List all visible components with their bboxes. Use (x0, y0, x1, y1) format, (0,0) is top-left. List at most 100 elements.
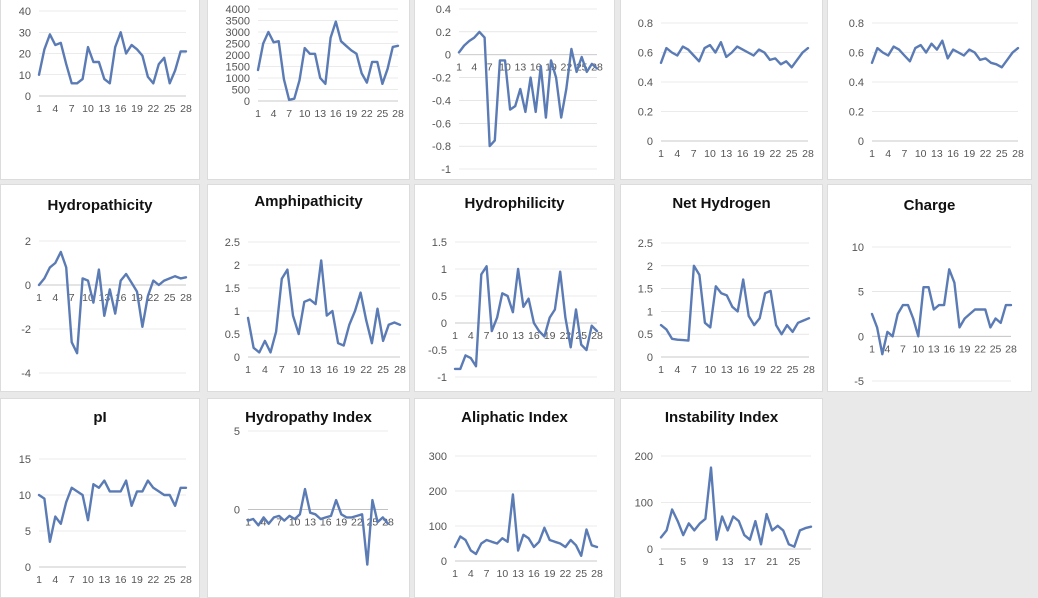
x-tick-label: 16 (943, 343, 955, 355)
chart-panel: pI 0 5 10 15 1 4 7 10 13 16 19 22 25 28 (0, 398, 200, 598)
data-point (957, 51, 960, 54)
series-line (37, 250, 188, 355)
data-point (802, 319, 805, 322)
data-point (720, 292, 723, 295)
series-line (659, 466, 813, 548)
data-point (1017, 47, 1019, 49)
data-point (146, 479, 149, 482)
y-tick-label: 0.4 (849, 77, 864, 89)
y-tick-label: 40 (19, 6, 31, 18)
x-tick-label: 25 (164, 103, 176, 115)
x-tick-label: 13 (512, 330, 524, 342)
data-point (350, 49, 353, 52)
y-tick-label: 0.8 (849, 18, 864, 30)
data-point (92, 301, 95, 304)
data-point (575, 70, 578, 73)
x-tick-label: 1 (869, 343, 875, 355)
data-point (580, 554, 583, 557)
data-point (286, 268, 289, 271)
series-line (870, 39, 1020, 69)
x-tick-label: 1 (452, 330, 458, 342)
data-point (399, 323, 401, 326)
data-point (753, 324, 756, 326)
data-point (288, 514, 291, 517)
chart-title: pI (93, 409, 107, 426)
data-point (698, 522, 701, 525)
data-point (262, 516, 265, 519)
data-point (539, 65, 542, 68)
x-tick-label: 13 (98, 103, 110, 115)
data-point (179, 50, 182, 53)
data-point (397, 44, 399, 47)
data-point (665, 529, 668, 532)
data-point (501, 537, 504, 540)
data-point (973, 51, 976, 54)
y-tick-label: 0 (441, 556, 447, 568)
x-tick-label: 22 (361, 108, 373, 120)
data-point (114, 46, 117, 49)
series-line (37, 479, 188, 544)
data-point (114, 490, 117, 493)
chart-panel: Net Hydrogen 0 0.5 1 1.5 2 2.5 1 4 7 10 13 16 19 22 25 2… (620, 184, 823, 392)
y-tick-label: -0.5 (428, 345, 447, 357)
data-point (585, 70, 588, 73)
data-point (298, 79, 301, 82)
x-tick-label: 22 (351, 517, 363, 529)
data-point (764, 292, 767, 295)
data-point (754, 520, 757, 522)
data-point (130, 281, 133, 284)
data-point (480, 542, 483, 545)
data-point (565, 88, 568, 90)
x-tick-label: 25 (575, 568, 587, 580)
x-tick-label: 28 (394, 364, 406, 376)
data-point (493, 139, 496, 142)
data-point (698, 60, 701, 63)
x-tick-label: 13 (314, 108, 326, 120)
y-tick-label: 1.5 (432, 237, 447, 249)
data-point (946, 57, 949, 60)
data-point (469, 549, 472, 552)
data-point (108, 288, 111, 291)
data-point (459, 368, 462, 370)
data-point (92, 483, 95, 486)
data-point (108, 490, 111, 493)
y-tick-label: 1.5 (638, 284, 653, 296)
x-tick-label: 1 (245, 364, 251, 376)
data-point (801, 51, 804, 54)
data-point (692, 54, 695, 57)
data-point (292, 314, 294, 317)
data-point (475, 553, 477, 555)
x-tick-label: 22 (560, 62, 572, 74)
data-point (119, 31, 122, 34)
data-point (92, 61, 95, 63)
data-point (898, 48, 900, 51)
data-point (483, 36, 486, 39)
data-point (48, 33, 51, 36)
data-point (569, 346, 572, 349)
data-point (693, 529, 696, 532)
data-point (1006, 58, 1009, 61)
data-point (108, 82, 111, 85)
x-tick-label: 4 (674, 148, 680, 160)
data-point (325, 314, 328, 317)
data-point (917, 335, 920, 338)
data-point (469, 357, 472, 359)
chart-panel: -1 -0.8 -0.6 -0.4 -0.2 0 0.2 0.4 1 4 7 10 13 16 19 22 25… (414, 0, 615, 180)
chart-panel: Hydropathicity -4 -2 0 2 1 4 7 10 13 16 19 22 25 28 (0, 184, 200, 392)
data-point (174, 504, 177, 507)
data-point (298, 513, 301, 516)
data-point (324, 516, 327, 519)
data-point (340, 513, 343, 516)
data-point (747, 315, 750, 317)
data-point (575, 544, 577, 547)
data-point (570, 48, 573, 50)
data-point (748, 538, 751, 541)
data-point (807, 47, 809, 49)
x-tick-label: 13 (310, 364, 322, 376)
data-point (355, 514, 358, 517)
data-point (168, 277, 171, 280)
x-tick-label: 22 (560, 568, 572, 580)
data-point (504, 59, 506, 62)
data-point (330, 514, 332, 517)
data-point (391, 46, 394, 48)
